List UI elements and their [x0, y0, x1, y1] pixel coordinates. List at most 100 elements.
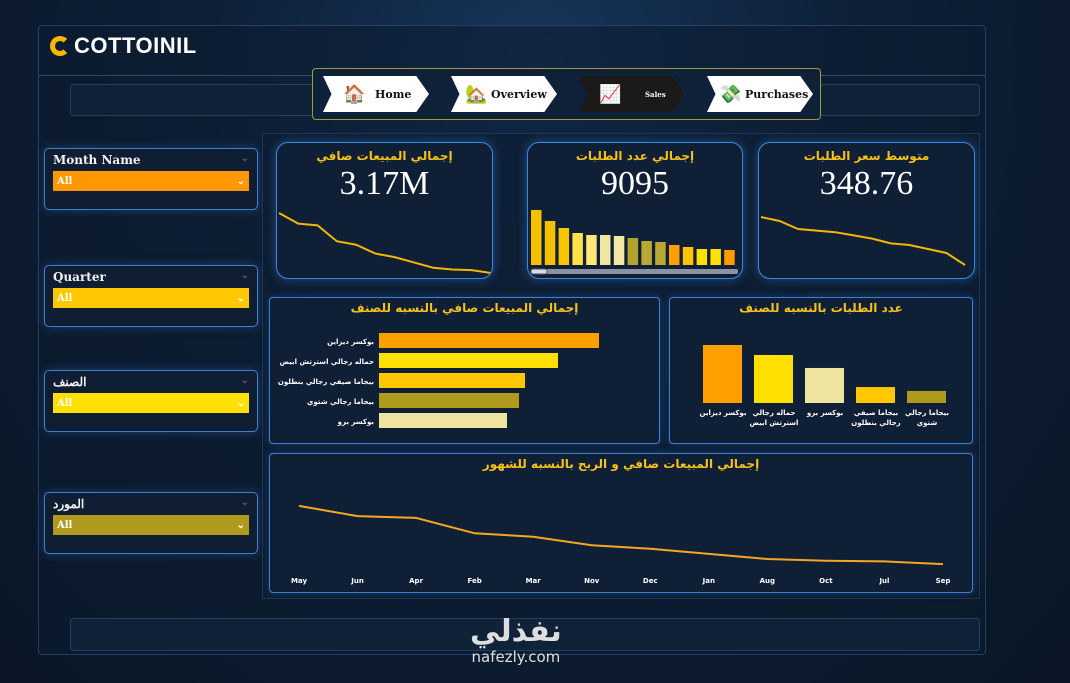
collapse-chevron-icon[interactable]: ⌄ — [240, 497, 249, 508]
x-tick-label: Jun — [350, 577, 364, 585]
mini-bar — [655, 242, 666, 265]
x-tick-label: Jan — [702, 577, 715, 585]
x-tick-label: Apr — [409, 577, 423, 585]
money-hands-icon: 💸 — [719, 83, 742, 105]
kpi-title: إجمالي عدد الطلبات — [575, 149, 695, 163]
bar-label: حماله رجالي — [752, 409, 795, 417]
mini-bar — [613, 236, 625, 265]
kpi-value: 3.17M — [339, 165, 430, 202]
slicer-dropdown[interactable]: All ⌄ — [53, 288, 249, 308]
chevron-down-icon: ⌄ — [236, 175, 245, 187]
bar-label: بوكسر برو — [337, 418, 375, 426]
footer-strip — [70, 618, 980, 651]
collapse-chevron-icon[interactable]: ⌄ — [240, 270, 249, 281]
slicer-0: Month Name ⌄ All ⌄ — [44, 148, 258, 210]
bar — [379, 393, 519, 408]
kpi-net-sales-card: إجمالي المبيعات صافي 3.17M — [276, 142, 493, 279]
bar — [379, 413, 507, 428]
logo-c-icon — [50, 36, 70, 56]
bar-label: بيجاما رجالي شتوي — [307, 398, 374, 406]
bar-label: شتوي — [917, 419, 938, 427]
mini-bar — [572, 233, 583, 265]
mini-bar — [544, 221, 556, 265]
bar-label: بيجاما صيفي — [854, 409, 899, 417]
sales-by-month-panel: إجمالي المبيعات صافي و الربح بالنسبه للش… — [269, 453, 973, 593]
page-navigation: 🏠 Home 🏡 Overview 📈 Sales 💸 Purchases — [312, 68, 821, 120]
sales-chart-hand-icon: 📈 — [599, 83, 622, 105]
sales-by-category-chart: بوكسر ديزاين حماله رجالي استرتش ابيض بيجام… — [278, 333, 599, 428]
bar — [379, 373, 525, 388]
sparkline-line — [278, 212, 492, 274]
slicer-3: المورد ⌄ All ⌄ — [44, 492, 258, 554]
avg-price-sparkline — [760, 216, 966, 266]
nav-purchases-button[interactable]: 💸 Purchases — [707, 76, 813, 112]
bar — [856, 387, 895, 403]
bar — [379, 333, 599, 348]
slicer-dropdown[interactable]: All ⌄ — [53, 393, 249, 413]
bar — [754, 355, 793, 403]
kpi-value: 9095 — [601, 165, 669, 202]
chevron-down-icon: ⌄ — [236, 397, 245, 409]
slicer-title: Quarter — [53, 270, 106, 284]
kpi-total-orders-card: إجمالي عدد الطلبات 9095 — [527, 142, 743, 279]
bar-label: حماله رجالي استرتش ابيض — [280, 358, 374, 366]
nav-overview-button[interactable]: 🏡 Overview — [451, 76, 557, 112]
chart-title: إجمالي المبيعات صافي بالنسبه للصنف — [350, 301, 579, 315]
bar-label: بوكسر ديزاين — [327, 338, 374, 346]
bar — [907, 390, 946, 403]
bar — [379, 353, 558, 368]
bar — [703, 345, 742, 403]
slicer-dropdown[interactable]: All ⌄ — [53, 515, 249, 535]
slicer-title: الصنف — [53, 375, 87, 389]
slicer-title: Month Name — [53, 153, 141, 167]
orders-by-category-chart: بوكسر ديزاين حماله رجالي استرتش ابيض بوكسر … — [700, 345, 949, 427]
scrollbar-thumb[interactable] — [530, 268, 548, 275]
chart-title: عدد الطلبات بالنسبه للصنف — [739, 301, 903, 315]
logo: COTTOINIL — [50, 33, 197, 59]
orange-house-icon: 🏡 — [465, 83, 488, 105]
bar-label: بيجاما رجالي — [905, 409, 949, 417]
bar-label: استرتش ابيض — [750, 419, 799, 427]
x-tick-label: Feb — [468, 577, 482, 585]
slicer-title: المورد — [53, 497, 85, 511]
sales-by-month-chart: May Jun Apr Feb Mar Nov Dec Jan Aug Oct Jul Sep — [291, 504, 951, 585]
kpi-title: إجمالي المبيعات صافي — [316, 149, 453, 163]
chevron-down-icon: ⌄ — [236, 292, 245, 304]
horizontal-scrollbar[interactable] — [531, 269, 738, 274]
x-tick-label: Nov — [584, 577, 600, 585]
mini-bar — [641, 241, 652, 265]
monthly-sales-line — [298, 504, 944, 566]
slicer-1: Quarter ⌄ All ⌄ — [44, 265, 258, 327]
x-tick-label: May — [291, 577, 307, 585]
mini-bar — [531, 210, 542, 265]
watermark: نفذلي nafezly.com — [470, 614, 562, 666]
sparkline-line — [760, 216, 966, 266]
kpi-title: متوسط سعر الطلبات — [803, 149, 930, 163]
mini-bar — [724, 250, 735, 265]
mini-bar — [586, 235, 597, 265]
bar-label: رجالي بنطلون — [851, 419, 900, 427]
nav-home-button[interactable]: 🏠 Home — [323, 76, 429, 112]
orders-mini-bar-chart — [530, 210, 738, 275]
nav-sales-button[interactable]: 📈 Sales — [579, 76, 685, 112]
collapse-chevron-icon[interactable]: ⌄ — [240, 153, 249, 164]
chevron-down-icon: ⌄ — [236, 519, 245, 531]
x-tick-label: Sep — [936, 577, 951, 585]
x-tick-label: Oct — [819, 577, 833, 585]
mini-bar — [669, 245, 680, 265]
orders-by-category-panel: عدد الطلبات بالنسبه للصنف بوكسر ديزاين حم… — [669, 297, 973, 444]
bar-label: بوكسر برو — [806, 409, 844, 417]
slicer-2: الصنف ⌄ All ⌄ — [44, 370, 258, 432]
net-sales-sparkline — [278, 212, 492, 274]
house-icon: 🏠 — [343, 83, 366, 105]
bar-label: بيجاما صيفي رجالي بنطلون — [278, 378, 374, 386]
mini-bar — [600, 235, 611, 265]
slicer-dropdown[interactable]: All ⌄ — [53, 171, 249, 191]
collapse-chevron-icon[interactable]: ⌄ — [240, 375, 249, 386]
kpi-value: 348.76 — [819, 165, 914, 202]
kpi-avg-order-price-card: متوسط سعر الطلبات 348.76 — [758, 142, 975, 279]
sales-by-category-panel: إجمالي المبيعات صافي بالنسبه للصنف بوكسر… — [269, 297, 660, 444]
mini-bar — [682, 247, 694, 265]
bar-label: بوكسر ديزاين — [700, 409, 747, 417]
mini-bar — [696, 249, 708, 265]
